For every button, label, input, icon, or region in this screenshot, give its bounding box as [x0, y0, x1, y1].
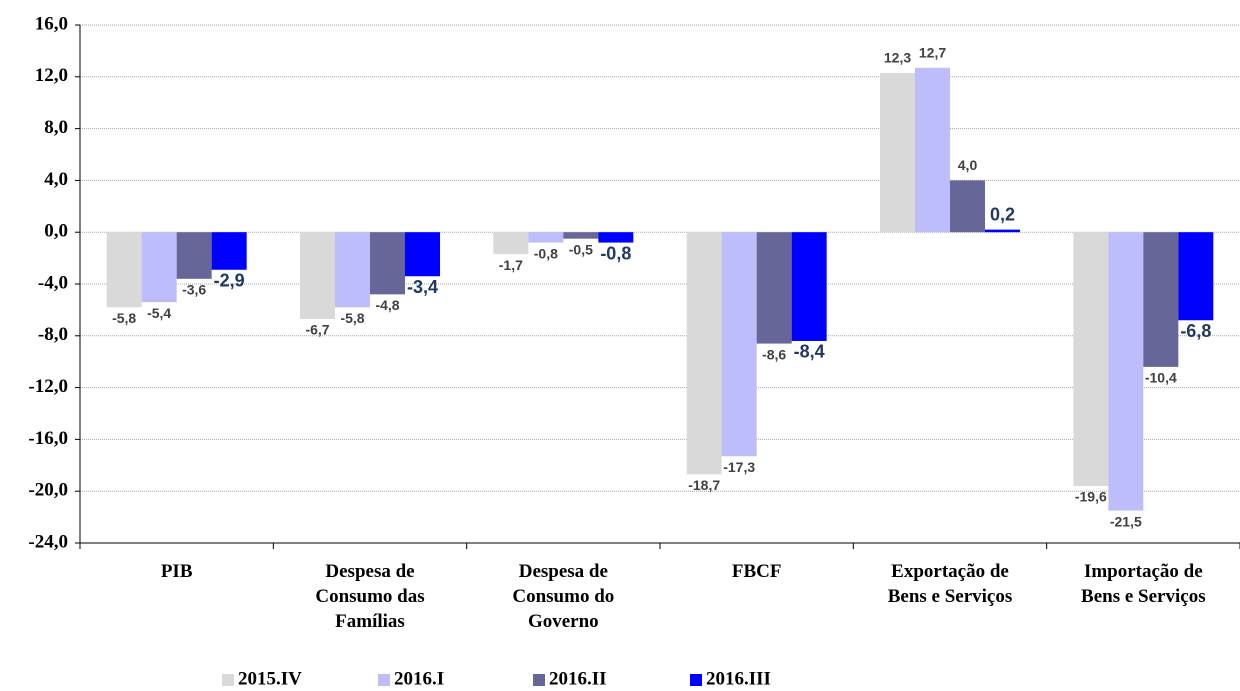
data-label: 4,0	[958, 157, 978, 173]
y-tick-label: -20,0	[28, 480, 68, 501]
data-label: -3,6	[182, 282, 206, 298]
legend-swatch	[690, 674, 702, 686]
data-label: -19,6	[1075, 489, 1107, 505]
data-label: -17,3	[723, 459, 755, 475]
bar	[141, 232, 177, 303]
data-label: -0,8	[600, 243, 631, 263]
bar	[721, 232, 757, 457]
data-label: 12,7	[919, 44, 946, 60]
x-tick-label: Importação de Bens e Serviços	[1081, 561, 1206, 607]
legend-swatch	[222, 674, 234, 686]
bar	[1178, 232, 1214, 321]
data-label: -6,7	[305, 322, 329, 338]
data-label: -2,9	[214, 271, 245, 291]
data-label: -3,4	[407, 277, 438, 297]
data-label: -0,5	[569, 241, 593, 257]
x-tick-label: Despesa de Consumo das Famílias	[315, 561, 425, 632]
y-tick-label: 12,0	[35, 65, 68, 86]
legend-label: 2016.II	[549, 668, 607, 689]
data-label: -5,8	[340, 310, 364, 326]
y-tick-label: 0,0	[44, 221, 68, 242]
y-tick-label: -24,0	[28, 531, 68, 552]
y-tick-label: -4,0	[38, 272, 68, 293]
bar	[915, 67, 950, 233]
bar	[985, 229, 1020, 233]
y-tick-label: 8,0	[44, 117, 68, 138]
y-tick-label: -8,0	[38, 324, 68, 345]
y-tick-label: 4,0	[44, 169, 68, 190]
bar	[950, 180, 985, 233]
y-tick-label: -12,0	[28, 376, 68, 397]
bar	[493, 232, 529, 255]
bar	[405, 232, 440, 277]
data-label: -1,7	[499, 257, 523, 273]
legend-label: 2015.IV	[238, 668, 302, 689]
bar	[563, 232, 599, 239]
legend-swatch	[533, 674, 545, 686]
bar	[880, 72, 915, 233]
data-label: -0,8	[534, 245, 558, 261]
bar	[528, 232, 564, 243]
x-tick-label: Despesa de Consumo do Governo	[512, 561, 615, 632]
bar	[1143, 232, 1179, 367]
data-label: -21,5	[1110, 513, 1142, 529]
x-tick-label: Exportação de Bens e Serviços	[887, 561, 1013, 607]
bar	[598, 232, 634, 243]
data-label: -18,7	[688, 477, 720, 493]
bar	[756, 232, 792, 344]
bar	[370, 232, 405, 295]
bar	[106, 232, 142, 308]
bar	[1108, 232, 1144, 511]
bar	[335, 232, 370, 308]
data-label: -10,4	[1145, 370, 1177, 386]
bar	[211, 232, 247, 270]
y-tick-label: 16,0	[35, 13, 68, 34]
bar	[686, 232, 722, 475]
data-label: 12,3	[884, 50, 911, 66]
x-tick-label: PIB	[160, 561, 193, 582]
data-label: -6,8	[1180, 321, 1211, 341]
legend-swatch	[378, 674, 390, 686]
bar	[1073, 232, 1109, 487]
data-label: -8,6	[762, 346, 786, 362]
data-label: -5,4	[147, 305, 171, 321]
bar	[176, 232, 212, 279]
legend-label: 2016.III	[706, 668, 771, 689]
x-tick-label: FBCF	[731, 561, 782, 582]
data-label: -4,8	[375, 297, 399, 313]
data-label: -8,4	[794, 342, 825, 362]
bar	[791, 232, 827, 341]
y-tick-label: -16,0	[28, 428, 68, 449]
data-label: 0,2	[990, 204, 1015, 224]
legend-label: 2016.I	[394, 668, 444, 689]
bar	[300, 232, 335, 319]
data-label: -5,8	[112, 310, 136, 326]
